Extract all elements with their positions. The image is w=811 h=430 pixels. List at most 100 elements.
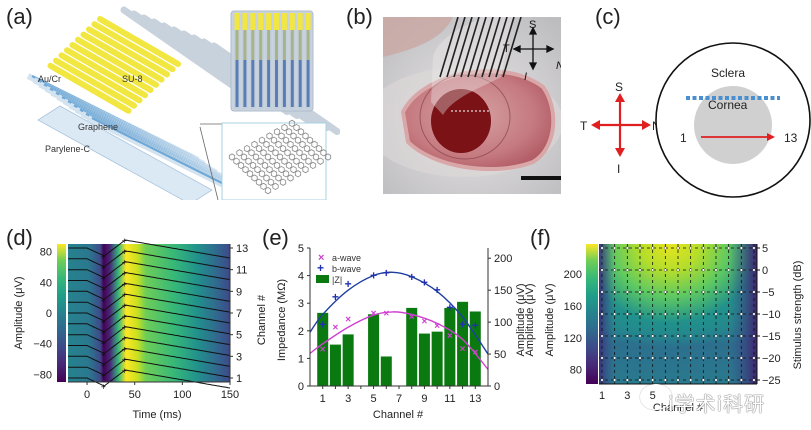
chart-e-xtick-label: 5 [371,393,377,405]
chart-f-sample-point [663,356,667,360]
chart-f-sample-point [638,334,642,338]
fit-curve [309,271,489,355]
impedance-bar [406,307,418,386]
chart-d-channel-tick-label: 7 [236,308,242,320]
lattice-hexagon [290,132,297,140]
chart-f-sample-point [714,290,718,294]
topview-trace [275,30,278,60]
erg-trace [68,336,231,356]
label-parylene: Parylene-C [45,144,91,154]
chart-d-xtick-label: 150 [221,389,239,401]
lattice-hexagon [266,132,273,140]
label-graphene: Graphene [78,122,118,132]
chart-d-heatmap-band [68,315,230,353]
compass-n: N [556,60,561,72]
parylene-layer [37,105,213,200]
panel-c-orientation-diagram: S T N I Sclera Cornea 1 13 [580,42,811,198]
label-su8: SU-8 [122,74,143,84]
a-wave-point: × [472,348,478,359]
panel-label-e: (e) [262,225,289,250]
panel-label-a: (a) [6,4,33,29]
fit-curve [309,311,489,370]
chart-e-xtick-label: 11 [444,393,455,405]
chart-d-ylabel: Amplitude (μV) [13,277,25,350]
a-wave-marker: + [101,252,106,262]
b-wave-point: + [421,276,428,290]
chart-f-sample-point [651,378,655,382]
topview-electrode [267,60,271,107]
chart-d-channel-tick-label: 11 [236,265,247,277]
chart-f-sample-point [739,246,743,250]
topview-trace [298,30,302,60]
erg-trace [68,293,231,313]
chart-f-sample-point [663,268,667,272]
electrode-lead [467,17,487,78]
topview-trace [243,30,247,60]
chart-f-sample-point [638,356,642,360]
chart-e-xtick-label: 7 [396,393,402,405]
impedance-bar [469,311,481,386]
chart-f-sample-point [663,290,667,294]
chart-f-sample-point [739,356,743,360]
channel-start-label: 1 [680,131,687,145]
lattice-hexagon [294,170,302,178]
chart-f-sample-point [676,246,680,250]
chart-f-sample-point [727,246,731,250]
chart-e-y2tick-label: 100 [494,317,512,329]
chart-f-ylabel: Amplitude (μV) [544,284,556,357]
b-wave-point: + [370,268,377,282]
erg-trace [68,250,231,270]
chart-f-y2tick-label: 5 [762,243,768,255]
lattice-hexagon [264,186,272,195]
lattice-hexagon [237,161,245,170]
chart-f-sample-point [701,378,705,382]
chart-f-sample-point [676,334,680,338]
a-wave-point: × [320,344,326,355]
aucr-pad [58,52,143,104]
b-wave-marker: + [122,258,127,268]
a-wave-point: × [383,309,389,320]
topview-aucr-pad [281,13,287,30]
lattice-hexagon [257,157,264,165]
b-wave-marker: + [122,247,127,257]
chart-f-sample-point [638,290,642,294]
lattice-hexagon [282,136,290,144]
chart-f-sample-point [714,378,718,382]
lattice-hexagon [267,178,275,186]
lattice-hexagon [288,119,296,128]
lattice-hexagon [302,165,309,174]
chart-f-xtick-label: 3 [624,390,630,402]
a-wave-marker: + [101,382,106,392]
lattice-hexagon [263,174,270,182]
compass-c-i: I [617,162,620,176]
lattice-hexagon [264,153,272,161]
chart-f-sample-point [676,268,680,272]
chart-f-y2tick-label: 0 [762,265,768,277]
legend-b-wave-marker: + [317,261,324,275]
aucr-pad [69,42,154,93]
chart-f-sample-point [600,334,604,338]
chart-f-sample-point [727,378,731,382]
chart-f-sample-point [651,356,655,360]
erg-trace [68,326,231,346]
erg-trace [68,304,231,324]
lattice-hexagon [236,149,243,157]
topview-electrode [235,60,239,107]
lattice-hexagon [245,157,252,165]
top-view-inset [230,10,314,112]
chart-f-sample-point [651,268,655,272]
electrode-lead [439,17,459,78]
pupil [431,89,491,153]
lattice-hexagon [281,123,288,132]
chart-f-sample-point [613,356,617,360]
chart-f-sample-point [752,334,756,338]
b-wave-marker: + [122,355,127,365]
chart-e-legend: × a-wave + b-wave |Z| [316,252,361,285]
chart-f-y2tick-label: −15 [762,331,781,343]
chart-e-xtick-label: 13 [469,393,481,405]
chart-f-sample-point [600,246,604,250]
lattice-hexagon [282,170,290,178]
topview-aucr-pad [297,13,303,30]
colorbar-d-tick: −40 [33,339,52,351]
